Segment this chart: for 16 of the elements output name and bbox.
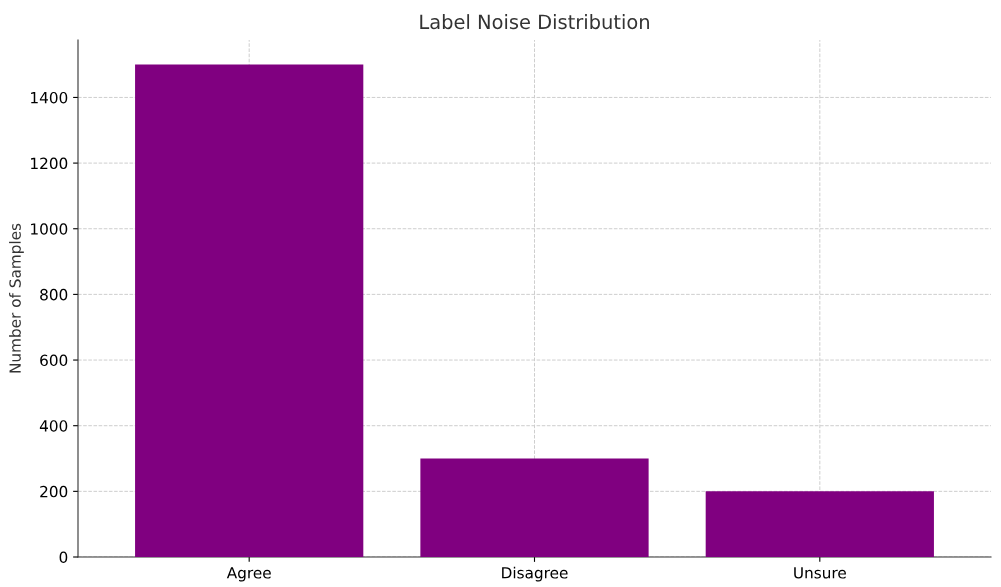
y-tick-label: 1200 — [31, 157, 68, 170]
y-tick-label: 1400 — [31, 91, 68, 104]
x-tick-label: Agree — [226, 567, 271, 582]
bar — [420, 458, 649, 557]
x-tick-label: Disagree — [502, 566, 568, 582]
y-tick-label: 0 — [59, 551, 68, 564]
y-axis-title: Number of Samples — [9, 223, 24, 373]
y-tick-label: 200 — [40, 485, 68, 498]
y-tick-label: 800 — [40, 288, 68, 301]
x-tick-label: Unsure — [794, 567, 846, 579]
y-tick-label: 400 — [39, 420, 68, 432]
bar — [135, 64, 364, 557]
chart-title: Label Noise Distribution — [420, 14, 649, 30]
bar — [705, 491, 934, 557]
y-tick-label: 1000 — [31, 223, 68, 235]
y-tick-label: 600 — [40, 354, 68, 367]
